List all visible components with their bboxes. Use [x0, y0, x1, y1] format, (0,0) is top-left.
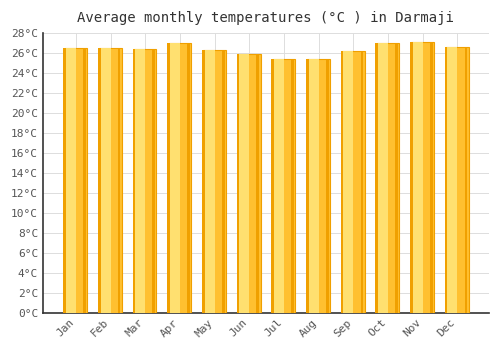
Bar — [98, 48, 100, 313]
Bar — [222, 50, 224, 313]
Bar — [64, 48, 87, 313]
Bar — [238, 54, 260, 313]
Bar — [204, 50, 214, 313]
Bar — [63, 48, 66, 313]
Bar — [376, 43, 388, 313]
Bar — [308, 59, 318, 313]
Bar — [100, 48, 110, 313]
Bar — [64, 48, 76, 313]
Bar — [446, 47, 468, 313]
Bar — [134, 49, 156, 313]
Bar — [256, 54, 259, 313]
Bar — [410, 42, 412, 313]
Bar — [152, 49, 155, 313]
Bar — [168, 43, 180, 313]
Bar — [187, 43, 190, 313]
Bar — [291, 59, 294, 313]
Bar — [204, 50, 226, 313]
Bar — [444, 47, 448, 313]
Title: Average monthly temperatures (°C ) in Darmaji: Average monthly temperatures (°C ) in Da… — [78, 11, 454, 25]
Bar — [132, 49, 136, 313]
Bar — [118, 48, 120, 313]
Bar — [430, 42, 432, 313]
Bar — [83, 48, 86, 313]
Bar — [168, 43, 170, 313]
Bar — [306, 59, 308, 313]
Bar — [446, 47, 458, 313]
Bar — [236, 54, 240, 313]
Bar — [412, 42, 434, 313]
Bar — [134, 49, 145, 313]
Bar — [342, 51, 353, 313]
Bar — [464, 47, 468, 313]
Bar — [238, 54, 250, 313]
Bar — [272, 59, 274, 313]
Bar — [412, 42, 422, 313]
Bar — [326, 59, 328, 313]
Bar — [360, 51, 363, 313]
Bar — [168, 43, 191, 313]
Bar — [308, 59, 330, 313]
Bar — [272, 59, 295, 313]
Bar — [342, 51, 364, 313]
Bar — [340, 51, 344, 313]
Bar — [395, 43, 398, 313]
Bar — [272, 59, 284, 313]
Bar — [202, 50, 204, 313]
Bar — [376, 43, 400, 313]
Bar — [376, 43, 378, 313]
Bar — [100, 48, 122, 313]
